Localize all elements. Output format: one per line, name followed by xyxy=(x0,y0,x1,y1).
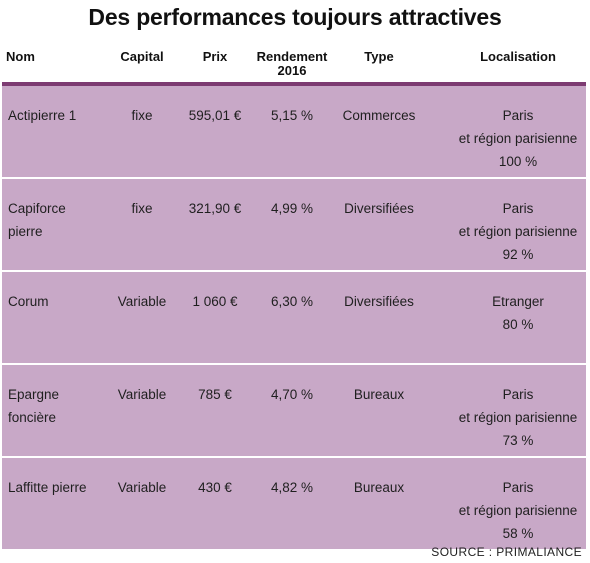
cell-nom-line2: foncière xyxy=(8,410,57,425)
cell-loc-line3: 73 % xyxy=(502,433,534,448)
cell-loc-line2: et région parisienne xyxy=(458,224,578,239)
table-row: Epargne foncière Variable 785 € 4,70 % Bu… xyxy=(2,365,586,458)
cell-nom-line1: Corum xyxy=(8,294,49,309)
cell-nom-line2: pierre xyxy=(8,224,43,239)
cell-localisation: Etranger 80 % xyxy=(448,290,588,336)
cell-rendement: 4,82 % xyxy=(270,480,314,495)
cell-prix: 321,90 € xyxy=(188,201,242,216)
cell-loc-line2: 80 % xyxy=(502,317,534,332)
table-row: Laffitte pierre Variable 430 € 4,82 % Bu… xyxy=(2,458,586,551)
cell-localisation: Paris et région parisienne 100 % xyxy=(448,104,588,173)
cell-prix: 595,01 € xyxy=(188,108,242,123)
cell-rendement: 4,99 % xyxy=(270,201,314,216)
table-row: Actipierre 1 fixe 595,01 € 5,15 % Commer… xyxy=(2,86,586,179)
cell-loc-line1: Paris xyxy=(502,108,534,123)
cell-prix: 430 € xyxy=(198,480,232,495)
source-note: SOURCE : PRIMALIANCE xyxy=(431,545,582,559)
cell-nom-line1: Epargne xyxy=(8,387,60,402)
cell-capital: fixe xyxy=(131,108,153,123)
cell-capital: Variable xyxy=(117,387,167,402)
cell-capital: fixe xyxy=(131,201,153,216)
cell-nom: Capiforce pierre xyxy=(8,197,104,243)
cell-localisation: Paris et région parisienne 58 % xyxy=(448,476,588,545)
cell-loc-line2: et région parisienne xyxy=(458,503,578,518)
cell-loc-line3: 92 % xyxy=(502,247,534,262)
cell-prix: 785 € xyxy=(198,387,232,402)
cell-type: Commerces xyxy=(342,108,416,123)
cell-rendement: 5,15 % xyxy=(270,108,314,123)
header-rendement-line2: 2016 xyxy=(277,63,307,78)
cell-loc-line1: Etranger xyxy=(492,294,544,309)
cell-capital: Variable xyxy=(117,480,167,495)
cell-nom: Epargne foncière xyxy=(8,383,104,429)
cell-nom: Actipierre 1 xyxy=(8,104,104,127)
cell-capital: Variable xyxy=(117,294,167,309)
header-divider xyxy=(2,82,586,86)
table-header: Nom Capital Prix Rendement 2016 Type Loc… xyxy=(2,48,586,80)
cell-loc-line3: 58 % xyxy=(502,526,534,541)
cell-loc-line1: Paris xyxy=(502,480,534,495)
cell-nom-line1: Capiforce xyxy=(8,201,66,216)
cell-loc-line1: Paris xyxy=(502,387,534,402)
cell-type: Bureaux xyxy=(353,480,405,495)
table-row: Capiforce pierre fixe 321,90 € 4,99 % Div… xyxy=(2,179,586,272)
table-body: Actipierre 1 fixe 595,01 € 5,15 % Commer… xyxy=(2,86,586,551)
cell-type: Diversifiées xyxy=(344,294,414,309)
header-rendement-line1: Rendement xyxy=(256,49,328,64)
cell-nom-line1: Laffitte pierre xyxy=(8,480,87,495)
cell-loc-line2: et région parisienne xyxy=(458,410,578,425)
cell-rendement: 6,30 % xyxy=(270,294,314,309)
header-rendement: Rendement 2016 xyxy=(248,50,336,78)
page-title: Des performances toujours attractives xyxy=(88,4,502,30)
cell-loc-line3: 100 % xyxy=(498,154,538,169)
header-type: Type xyxy=(364,49,394,64)
header-capital: Capital xyxy=(120,49,164,64)
cell-nom: Laffitte pierre xyxy=(8,476,104,499)
cell-localisation: Paris et région parisienne 73 % xyxy=(448,383,588,452)
cell-loc-line2: et région parisienne xyxy=(458,131,578,146)
cell-type: Diversifiées xyxy=(344,201,414,216)
header-prix: Prix xyxy=(202,49,228,64)
cell-nom-line1: Actipierre 1 xyxy=(8,108,77,123)
cell-loc-line1: Paris xyxy=(502,201,534,216)
cell-nom: Corum xyxy=(8,290,104,313)
header-nom: Nom xyxy=(6,49,35,64)
cell-prix: 1 060 € xyxy=(192,294,238,309)
cell-type: Bureaux xyxy=(353,387,405,402)
cell-localisation: Paris et région parisienne 92 % xyxy=(448,197,588,266)
header-localisation: Localisation xyxy=(480,49,556,64)
cell-rendement: 4,70 % xyxy=(270,387,314,402)
table-row: Corum Variable 1 060 € 6,30 % Diversifié… xyxy=(2,272,586,365)
